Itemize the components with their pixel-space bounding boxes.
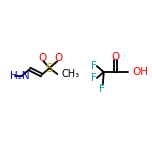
Text: S: S — [46, 62, 53, 75]
Text: F: F — [91, 73, 97, 83]
Text: O: O — [38, 53, 47, 63]
Text: O: O — [112, 52, 120, 62]
Text: H₂N: H₂N — [10, 71, 29, 81]
Text: CH₃: CH₃ — [61, 69, 79, 79]
Text: F: F — [91, 61, 97, 71]
Text: F: F — [99, 84, 105, 94]
Text: OH: OH — [132, 67, 149, 77]
Text: O: O — [54, 53, 62, 63]
